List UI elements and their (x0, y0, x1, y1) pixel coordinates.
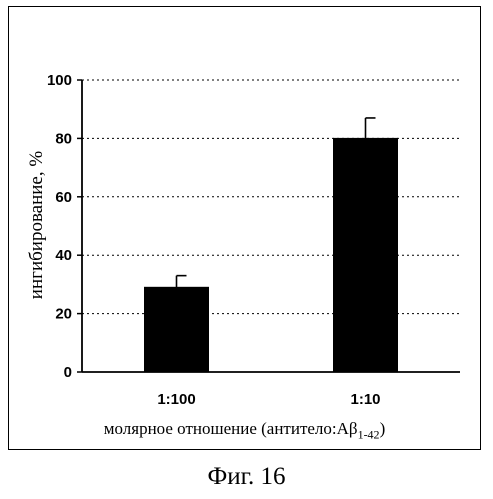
x-axis-title-close: ) (380, 419, 386, 438)
tick-labels: 1:1001:10020406080100 (47, 72, 381, 408)
x-tick-label-1:10: 1:10 (350, 391, 380, 408)
y-tick-label-60: 60 (55, 189, 72, 206)
y-tick-label-0: 0 (64, 364, 72, 381)
y-tick-label-40: 40 (55, 247, 72, 264)
gridlines (82, 80, 460, 314)
y-axis-title: ингибирование, % (26, 151, 47, 300)
x-axis-title: молярное отношение (антитело:Aβ1-42) (8, 419, 481, 442)
axes (77, 80, 460, 372)
y-tick-label-100: 100 (47, 72, 72, 89)
x-tick-label-1:100: 1:100 (157, 391, 195, 408)
bar-chart: 1:1001:10020406080100 ингибирование, % (0, 0, 493, 430)
x-axis-title-subscript: 1-42 (358, 427, 380, 441)
bar-1:10 (334, 138, 398, 372)
y-tick-label-20: 20 (55, 306, 72, 323)
y-tick-label-80: 80 (55, 130, 72, 147)
figure-caption: Фиг. 16 (0, 463, 493, 491)
bars (145, 118, 398, 372)
bar-1:100 (145, 287, 209, 372)
x-axis-title-main: молярное отношение (антитело:Aβ (104, 419, 358, 438)
